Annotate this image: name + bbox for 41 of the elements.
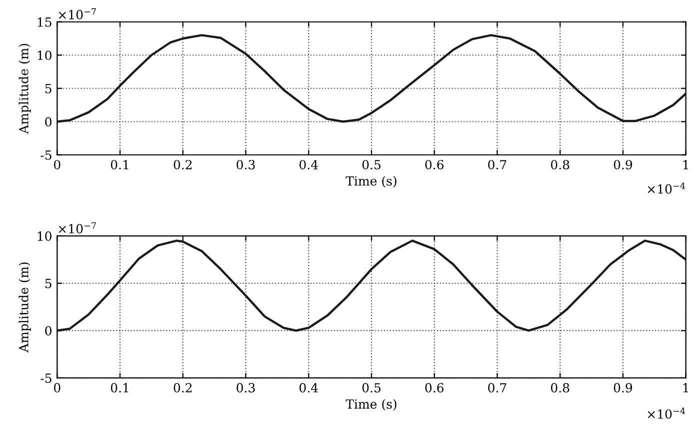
x-tick-label: 0.6 <box>425 383 444 392</box>
x-tick-label: 0.5 <box>362 160 380 170</box>
x-tick-label: 0.4 <box>300 160 318 170</box>
x-tick-label: 0.1 <box>110 383 128 392</box>
x-axis-title: Time (s) <box>346 399 396 411</box>
line-series <box>57 34 686 123</box>
line-series <box>57 240 686 332</box>
x-tick-label: 0.8 <box>550 160 570 170</box>
text: ×10$^{−7}$ <box>58 8 96 20</box>
x-axis-title: Time (s) <box>346 176 396 188</box>
y-axis-title: Amplitude (m) <box>18 44 31 134</box>
y-axis-title: Amplitude (m) <box>18 262 31 352</box>
y-tick-label: 10 <box>38 231 52 241</box>
text: ×10$^{−4}$ <box>648 408 686 419</box>
text: ×10$^{−4}$ <box>648 182 686 194</box>
x-tick-label: 0.4 <box>300 383 318 392</box>
x-tick-label: 0.7 <box>488 383 506 392</box>
x-tick-label: 0.2 <box>174 160 192 170</box>
x-tick-label: 0.2 <box>174 383 192 392</box>
y-tick-label: 15 <box>38 17 52 27</box>
x-tick-label: 0.7 <box>488 160 506 170</box>
x-tick-label: 0 <box>54 160 60 170</box>
y-tick-label: 0 <box>45 326 52 336</box>
y-tick-label: -5 <box>40 150 52 160</box>
x-tick-label: 0.5 <box>362 383 380 392</box>
y-tick-label: 5 <box>45 84 52 94</box>
x-tick-label: 0.9 <box>614 160 632 170</box>
text: ×10$^{−7}$ <box>58 222 96 234</box>
y-tick-label: 10 <box>38 50 52 60</box>
x-tick-label: 0.3 <box>236 160 255 170</box>
x-tick-label: 0.3 <box>236 383 255 392</box>
x-tick-label: 1 <box>683 383 688 392</box>
x-tick-label: 0.6 <box>425 160 444 170</box>
x-tick-label: 0.9 <box>614 383 632 392</box>
x-tick-label: 1 <box>683 160 688 170</box>
x-tick-label: 0 <box>54 383 60 392</box>
y-tick-label: 5 <box>45 278 52 288</box>
y-tick-label: 0 <box>45 117 52 127</box>
x-tick-label: 0.8 <box>550 383 570 392</box>
y-tick-label: -5 <box>40 374 52 383</box>
x-tick-label: 0.1 <box>110 160 128 170</box>
